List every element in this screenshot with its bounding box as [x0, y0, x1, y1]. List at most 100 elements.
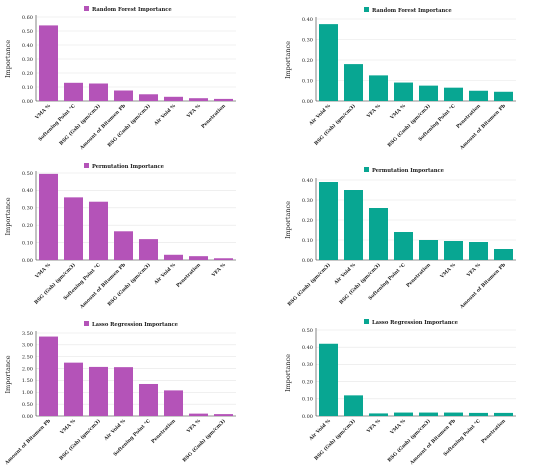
- x-tick-label: VMA %: [59, 418, 78, 437]
- y-tick-label: 3.00: [22, 343, 33, 349]
- chart-panel-3: Permutation Importance 0.00 0.10 0.20 0.30 0.…: [4, 163, 236, 311]
- y-tick-label: 1.50: [22, 378, 33, 384]
- legend-swatch: [84, 6, 89, 11]
- y-tick-label: 0.00: [22, 414, 33, 420]
- x-tick-label: Amount of Bitumen Pb: [458, 103, 507, 152]
- bar: [419, 85, 438, 101]
- y-tick-label: 0.10: [302, 238, 313, 244]
- legend-swatch: [84, 321, 89, 326]
- x-tick-label: Air Void %: [307, 418, 332, 443]
- bar: [319, 182, 338, 260]
- bar: [344, 395, 363, 416]
- x-tick-label: Air Void %: [332, 262, 357, 287]
- bar: [39, 336, 58, 416]
- y-tick-label: 0.20: [302, 379, 313, 385]
- x-tick-label: Air Void %: [152, 103, 177, 128]
- legend-swatch: [364, 319, 369, 324]
- bar: [369, 413, 388, 416]
- x-tick-label: VMA %: [34, 103, 53, 122]
- chart-panel-2: Random Forest Importance 0.00 0.10 0.20 0.30…: [284, 7, 516, 152]
- bar: [39, 173, 58, 260]
- bar: [139, 94, 158, 101]
- x-tick-label: Penetration: [455, 103, 482, 130]
- y-axis-label: Importance: [4, 40, 12, 78]
- y-tick-label: 0.30: [302, 198, 313, 204]
- x-tick-label: BSG (Gmb) (gm/cm3): [106, 261, 152, 307]
- x-tick-label: Air Void %: [102, 418, 127, 443]
- x-tick-label: VFA %: [465, 262, 482, 279]
- y-tick-label: 0.30: [302, 362, 313, 368]
- y-tick-label: 0.50: [22, 29, 33, 35]
- x-tick-label: Amount of Bitumen Pb: [78, 262, 127, 311]
- chart-panel-4: Permutation Importance 0.00 0.10 0.20 0.30 0.…: [284, 167, 516, 311]
- bar: [189, 256, 208, 260]
- bar: [319, 343, 338, 416]
- bar: [164, 254, 183, 260]
- y-tick-label: 0.00: [302, 258, 313, 264]
- y-tick-label: 0.40: [22, 43, 33, 49]
- bar: [419, 412, 438, 416]
- chart-panel-5: Lasso Regression Importance 0.00 0.50 1.00 1…: [3, 321, 236, 467]
- y-axis-label: Importance: [4, 355, 12, 393]
- x-tick-label: Amount of Bitumen Pb: [458, 262, 507, 311]
- y-tick-label: 0.50: [302, 328, 313, 334]
- x-tick-label: BSG (Gmb) (gm/cm3): [386, 417, 432, 463]
- bar: [114, 90, 133, 101]
- bar: [64, 197, 83, 260]
- y-tick-label: 1.00: [22, 390, 33, 396]
- y-tick-label: 0.10: [302, 78, 313, 84]
- y-tick-label: 0.00: [302, 99, 313, 105]
- x-tick-label: VMA %: [439, 262, 458, 281]
- x-tick-label: Amount of Bitumen Pb: [408, 418, 457, 465]
- x-tick-label: BSG (Gsb) (gm/cm3): [58, 417, 102, 461]
- x-tick-label: BSG (Gsb) (gm/cm3): [58, 102, 102, 146]
- bar: [344, 64, 363, 101]
- bar: [444, 87, 463, 101]
- bar: [189, 413, 208, 416]
- x-tick-label: BSG (Gmb) (gm/cm3): [386, 102, 432, 148]
- x-tick-label: Penetration: [150, 418, 177, 445]
- chart-title: Permutation Importance: [92, 164, 165, 170]
- bar: [64, 362, 83, 416]
- x-tick-label: BSG (Gsb) (gm/cm3): [313, 102, 357, 146]
- y-tick-label: 0.50: [22, 171, 33, 177]
- chart-panel-6: Lasso Regression Importance 0.00 0.10 0.20 0…: [284, 319, 516, 467]
- bar: [344, 190, 363, 260]
- bar: [444, 241, 463, 260]
- bar: [494, 91, 513, 101]
- y-tick-label: 0.30: [22, 57, 33, 63]
- y-tick-label: 0.00: [302, 414, 313, 420]
- x-tick-label: Penetration: [175, 262, 202, 289]
- bar: [114, 231, 133, 260]
- x-tick-label: Amount of Bitumen Pb: [3, 418, 52, 465]
- x-tick-label: BSG (Gmb) (gm/cm3): [286, 261, 332, 307]
- x-tick-label: BSG (Gsb) (gm/cm3): [33, 261, 77, 305]
- bar: [89, 201, 108, 260]
- y-axis-label: Importance: [284, 201, 292, 239]
- bar: [89, 83, 108, 101]
- y-tick-label: 0.30: [22, 206, 33, 212]
- bar: [369, 75, 388, 101]
- y-tick-label: 3.50: [22, 331, 33, 337]
- y-tick-label: 0.00: [22, 258, 33, 264]
- bar: [214, 98, 233, 101]
- x-tick-label: VMA %: [34, 262, 53, 281]
- x-tick-label: VFA %: [185, 418, 202, 435]
- y-tick-label: 0.10: [22, 85, 33, 91]
- y-tick-label: 0.20: [302, 58, 313, 64]
- y-tick-label: 0.60: [22, 15, 33, 21]
- bar: [189, 98, 208, 101]
- chart-panel-1: Random Forest Importance 0.00 0.10 0.20 0.30…: [4, 6, 236, 152]
- bar: [444, 412, 463, 416]
- x-tick-label: VFA %: [185, 103, 202, 120]
- x-tick-label: VFA %: [365, 418, 382, 435]
- bar: [139, 383, 158, 416]
- chart-title: Lasso Regression Importance: [92, 322, 179, 328]
- bar: [39, 25, 58, 101]
- x-tick-label: Air Void %: [307, 103, 332, 128]
- y-tick-label: 0.10: [22, 240, 33, 246]
- y-tick-label: 0.20: [22, 71, 33, 77]
- x-tick-label: Penetration: [405, 262, 432, 289]
